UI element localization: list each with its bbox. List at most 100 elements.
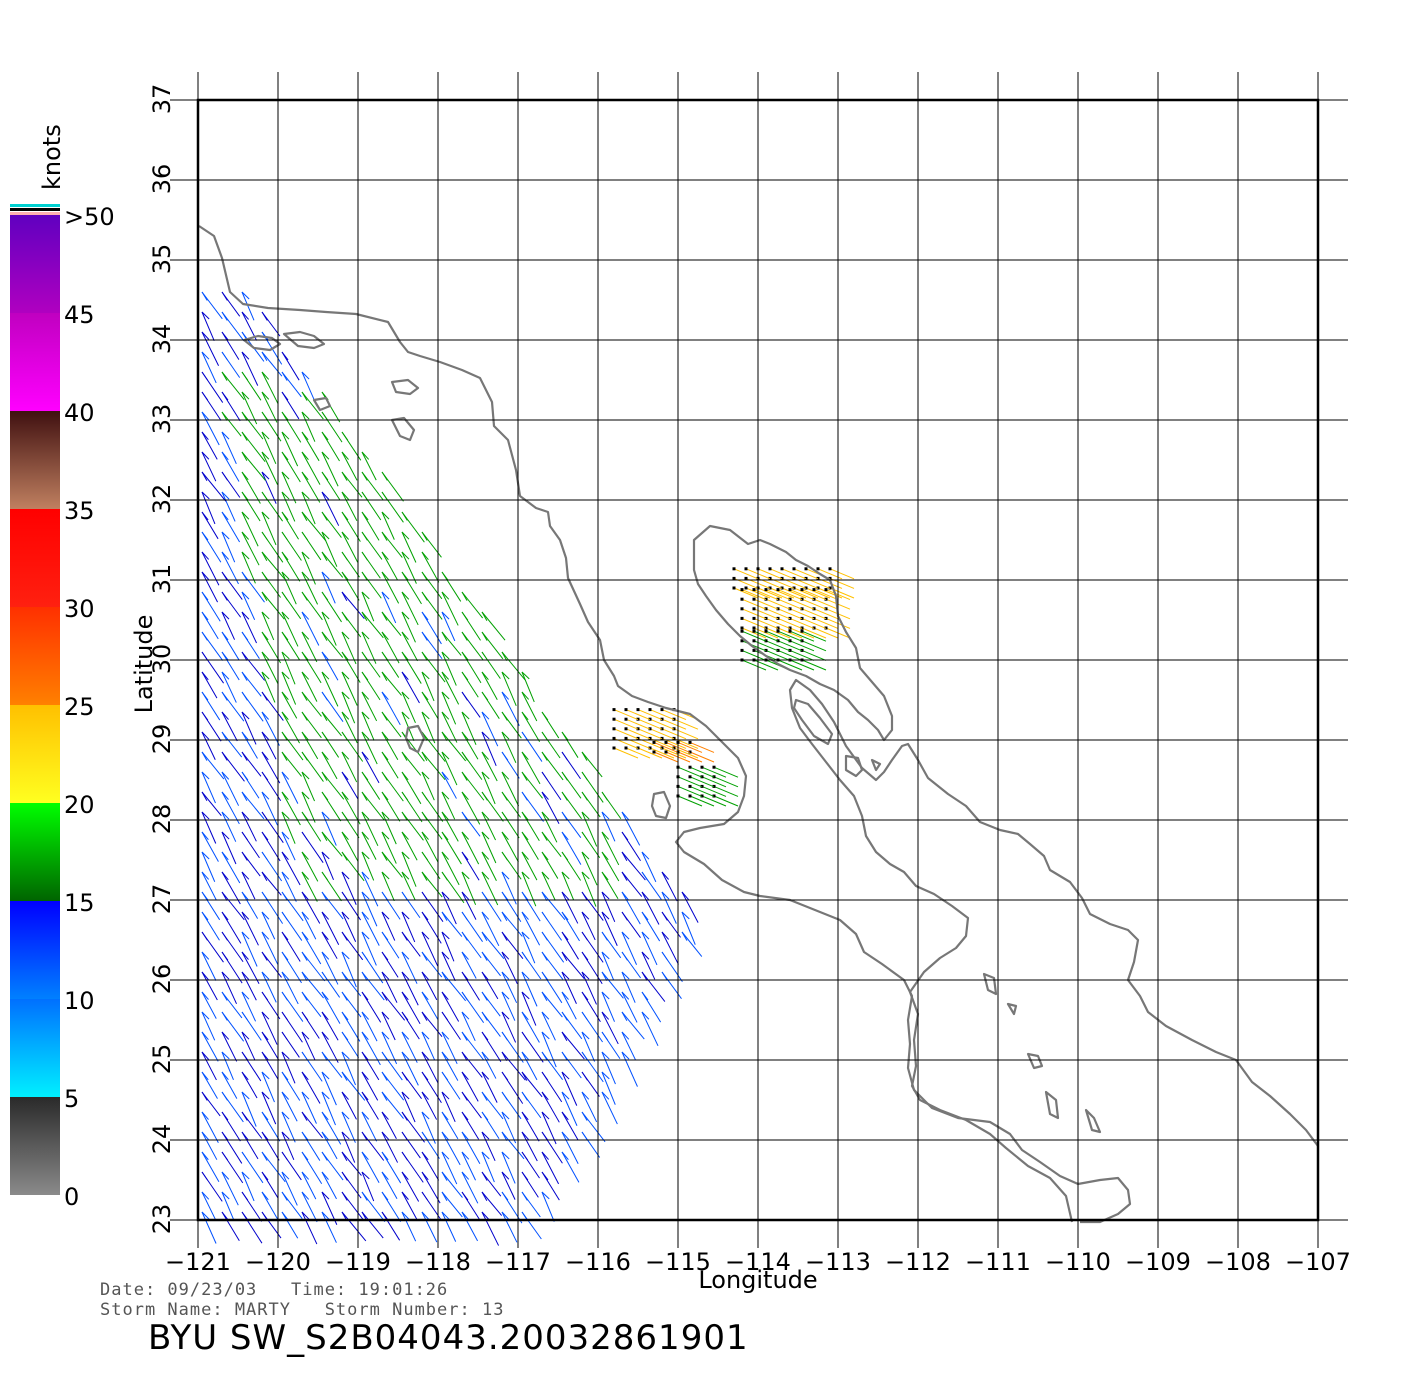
wind-vector: [241, 1171, 255, 1202]
wind-vector: [361, 1091, 379, 1120]
wind-vector: [281, 351, 300, 381]
wind-vector: [321, 951, 339, 985]
wind-vector: [541, 1111, 557, 1145]
wind-barb: [381, 531, 388, 541]
wind-barb: [281, 471, 290, 480]
y-tick-label: 27: [148, 884, 176, 915]
wind-vector: [201, 511, 219, 540]
wind-vector: [829, 568, 855, 580]
wind-barb: [441, 811, 449, 821]
wind-vector: [381, 1111, 397, 1140]
wind-vector: [341, 451, 358, 481]
wind-barb: [481, 731, 490, 740]
wind-vector: [421, 671, 435, 702]
wind-barb: [581, 1131, 589, 1141]
wind-barb: [221, 411, 228, 421]
wind-barb: [381, 811, 390, 820]
wind-vector: [321, 391, 341, 423]
wind-barb: [501, 1071, 509, 1081]
wind-vector: [441, 1051, 459, 1081]
wind-vector: [361, 871, 379, 907]
wind-barb: [241, 291, 250, 300]
wind-barb: [501, 771, 510, 780]
wind-vector: [769, 587, 795, 599]
wind-vector: [241, 991, 257, 1022]
wind-barb: [241, 571, 248, 581]
wind-barb: [461, 771, 468, 781]
wind-barb: [221, 1071, 229, 1081]
wind-vector: [281, 791, 301, 826]
wind-vector: [221, 851, 241, 884]
wind-vector: [361, 471, 384, 501]
wind-barb: [281, 1191, 288, 1201]
wind-vector: [541, 1091, 560, 1123]
wind-barb: [301, 831, 309, 841]
wind-barb: [321, 1071, 330, 1080]
wind-vector: [561, 991, 577, 1020]
colorbar-cap: [10, 212, 60, 215]
wind-vector: [461, 771, 485, 801]
wind-vector: [301, 951, 326, 982]
wind-vector: [241, 911, 259, 946]
wind-vector: [401, 811, 424, 841]
wind-vector: [581, 971, 597, 1005]
wind-vector: [501, 1171, 516, 1200]
wind-vector: [541, 811, 558, 843]
y-tick-label: 34: [148, 324, 176, 355]
wind-barb: [301, 1131, 309, 1141]
wind-vector: [401, 711, 415, 742]
wind-barb: [221, 1011, 228, 1021]
wind-barb: [541, 1091, 549, 1101]
wind-barb: [341, 1071, 348, 1081]
wind-vector: [441, 1091, 456, 1123]
wind-vector: [321, 491, 340, 526]
wind-barb: [501, 851, 508, 861]
wind-vector: [361, 711, 375, 741]
wind-barb: [221, 991, 228, 1001]
wind-barb: [381, 651, 389, 661]
wind-barb: [301, 871, 309, 880]
wind-vector: [241, 451, 266, 481]
wind-barb: [201, 651, 209, 661]
wind-origin-dot: [624, 708, 628, 712]
wind-barb: [341, 531, 349, 540]
channel-island-2: [282, 330, 326, 350]
wind-barb: [281, 791, 289, 801]
wind-vector: [765, 598, 791, 610]
wind-barb: [321, 871, 329, 881]
wind-vector: [561, 1131, 579, 1165]
wind-vector: [421, 731, 446, 762]
wind-origin-dot: [752, 607, 756, 611]
wind-origin-dot: [612, 727, 616, 731]
wind-barb: [561, 971, 570, 980]
wind-barb: [261, 1031, 269, 1041]
wind-vector: [421, 1211, 438, 1243]
wind-origin-dot: [752, 588, 756, 592]
wind-barb: [301, 791, 310, 800]
wind-barb: [241, 1131, 249, 1141]
wind-vector: [281, 851, 301, 886]
wind-vector: [381, 551, 399, 581]
wind-vector: [581, 1111, 606, 1143]
wind-barb: [301, 1211, 310, 1220]
wind-vector: [501, 1011, 517, 1043]
wind-barb: [441, 971, 448, 981]
wind-barb: [461, 931, 468, 941]
wind-vector: [601, 951, 615, 981]
wind-vector: [401, 1051, 419, 1086]
wind-vector: [601, 851, 620, 882]
wind-barb: [521, 1051, 529, 1060]
wind-barb: [221, 531, 230, 540]
wind-vector: [677, 766, 703, 778]
wind-vector: [201, 1191, 217, 1221]
wind-vector: [221, 651, 240, 681]
wind-vector: [261, 951, 282, 978]
wind-barb: [521, 891, 529, 901]
colorbar-bin: [10, 411, 60, 509]
wind-vector: [381, 1131, 399, 1163]
wind-barb: [461, 971, 469, 981]
wind-vector: [501, 911, 523, 937]
wind-barb: [361, 911, 370, 920]
wind-barb: [461, 611, 469, 621]
footer-date-time: Date: 09/23/03 Time: 19:01:26: [100, 1280, 449, 1300]
